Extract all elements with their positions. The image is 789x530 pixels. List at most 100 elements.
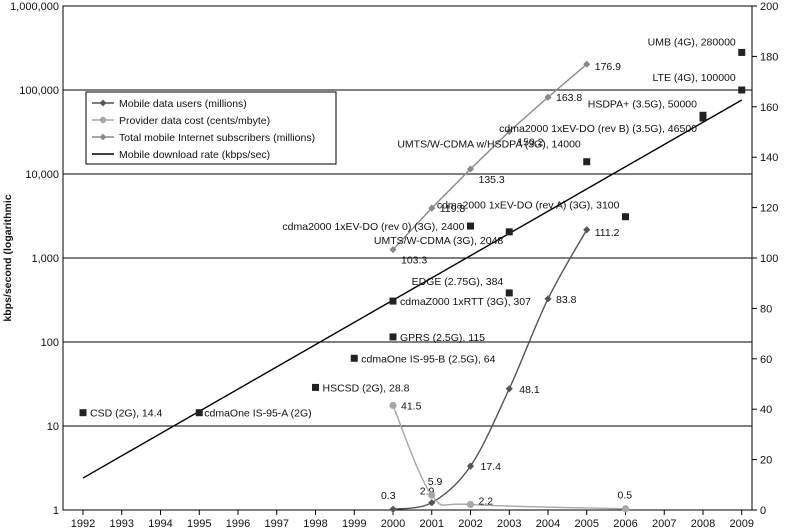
x-tick-label: 2002: [458, 518, 482, 530]
x-tick-label: 1994: [148, 518, 172, 530]
x-tick-label: 1995: [187, 518, 211, 530]
right-tick-label: 60: [760, 354, 772, 366]
technology-marker: [350, 354, 358, 362]
legend-swatch-marker: [99, 116, 107, 124]
technology-marker: [195, 409, 203, 417]
data-label-internet_subs: 103.3: [401, 255, 427, 267]
left-tick-label: 100: [41, 337, 59, 349]
technology-label: HSDPA+ (3.5G), 50000: [588, 98, 697, 110]
x-tick-label: 2001: [420, 518, 444, 530]
right-tick-label: 80: [760, 303, 772, 315]
right-tick-label: 0: [760, 505, 766, 517]
right-tick-label: 120: [760, 203, 778, 215]
right-tick-label: 160: [760, 102, 778, 114]
x-tick-label: 2006: [613, 518, 637, 530]
data-point-data_cost: [466, 500, 475, 509]
series-line-download_rate: [82, 99, 743, 479]
data-point-data_cost: [621, 505, 630, 513]
data-point-internet_subs: [583, 60, 591, 68]
data-label-mobile_users: 48.1: [519, 384, 540, 396]
left-tick-label: 10: [47, 421, 59, 433]
data-point-mobile_users: [505, 385, 513, 393]
technology-label: cdmaOne IS-95-A (2G): [204, 408, 311, 420]
technology-label: LTE (4G), 100000: [652, 72, 735, 84]
legend-entry-label: Mobile data users (millions): [119, 98, 247, 110]
data-point-mobile_users: [466, 462, 475, 470]
data-label-mobile_users: 111.2: [595, 227, 620, 239]
legend-entry-label: Provider data cost (cents/mbyte): [119, 115, 270, 127]
technology-label: UMTS/W-CDMA w/HSDPA (3G), 14000: [397, 139, 581, 151]
data-label-internet_subs: 135.3: [479, 174, 505, 186]
data-point-internet_subs: [544, 93, 552, 101]
series-line-data_cost: [392, 405, 626, 510]
legend-swatch-marker: [99, 99, 107, 107]
technology-label: UMTS/W-CDMA (3G), 2048: [374, 235, 503, 247]
data-point-internet_subs: [389, 246, 397, 254]
technology-marker: [738, 86, 746, 94]
y-axis-label: kbps/second (logarithmic: [2, 194, 14, 321]
technology-label: HSCSD (2G), 28.8: [323, 382, 410, 394]
technology-marker: [622, 213, 629, 221]
technology-label: cdma2000 1xEV-DO (rev 0) (3G), 2400: [282, 221, 464, 233]
x-tick-label: 1997: [265, 518, 289, 530]
x-tick-label: 2005: [575, 518, 599, 530]
technology-marker: [389, 333, 397, 341]
technology-marker: [738, 48, 746, 56]
legend-entry-label: Mobile download rate (kbps/sec): [119, 149, 270, 161]
right-tick-label: 40: [760, 404, 772, 416]
x-tick-label: 2008: [691, 518, 715, 530]
data-label-mobile_users: 0.3: [381, 490, 396, 502]
left-tick-label: 1: [53, 505, 59, 517]
technology-marker: [389, 297, 397, 305]
data-label-data_cost: 5.9: [428, 476, 443, 488]
x-tick-label: 2003: [497, 518, 521, 530]
left-axis-ticks: 1 10 100 1,000 10,000 100,000 1,000,000: [10, 1, 59, 517]
right-axis-ticks: 0 20 40 60 80 100 120 140 160 180 200: [752, 1, 778, 517]
data-point-internet_subs: [466, 165, 475, 173]
x-tick-label: 1998: [303, 518, 327, 530]
technology-marker: [699, 111, 707, 119]
technology-label: cdmaOne IS-95-B (2.5G), 64: [361, 353, 495, 365]
x-tick-label: 2004: [536, 518, 560, 530]
technology-marker: [467, 222, 474, 230]
right-tick-label: 140: [760, 152, 778, 164]
technology-label: cdmaZ000 1xRTT (3G), 307: [400, 296, 531, 308]
x-tick-label: 1992: [71, 518, 95, 530]
x-tick-label: 1996: [226, 518, 250, 530]
x-axis-ticks: 1992 1993 1994 1995 1996 1997 1998 1999 2000 2001…: [71, 510, 754, 530]
series-line-internet_subs: [392, 63, 588, 251]
right-tick-label: 180: [760, 51, 778, 63]
data-label-internet_subs: 150.2: [517, 136, 543, 148]
technology-label: GPRS (2.5G), 115: [400, 332, 485, 344]
technology-label: cdma2000 1xEV-DO (rev B) (3.5G), 46500: [499, 123, 697, 135]
legend-entry-label: Total mobile Internet subscribers (milli…: [119, 132, 315, 144]
data-label-mobile_users: 83.8: [556, 294, 577, 306]
legend: Mobile data users (millions) Provider dat…: [85, 91, 337, 165]
technology-label: EDGE (2.75G), 384: [412, 276, 504, 288]
data-point-data_cost: [389, 401, 397, 410]
x-tick-label: 1999: [342, 518, 366, 530]
technology-marker: [505, 228, 513, 236]
x-tick-label: 2009: [730, 518, 754, 530]
data-label-data_cost: 41.5: [401, 400, 422, 412]
right-tick-label: 20: [760, 455, 772, 467]
left-tick-label: 100,000: [19, 85, 59, 97]
data-label-data_cost: 0.5: [618, 490, 633, 502]
data-label-data_cost: 2.2: [479, 495, 494, 507]
technology-label: cdma2000 1xEV-DO (rev A) (3G), 3100: [437, 200, 620, 212]
technology-marker: [583, 158, 591, 166]
data-label-mobile_users: 17.4: [481, 461, 502, 473]
legend-swatch-marker: [99, 133, 107, 141]
data-point-mobile_users: [389, 505, 397, 513]
technology-markers: CSD (2G), 14.4 cdmaOne IS-95-A (2G) HSCSD …: [79, 36, 746, 420]
x-tick-label: 2000: [381, 518, 405, 530]
x-tick-label: 2007: [652, 518, 676, 530]
technology-label: CSD (2G), 14.4: [90, 408, 163, 420]
technology-marker: [79, 409, 87, 417]
left-tick-label: 10,000: [25, 169, 59, 181]
data-label-internet_subs: 176.9: [595, 61, 621, 73]
left-tick-label: 1,000,000: [10, 1, 59, 13]
data-point-internet_subs: [428, 204, 436, 212]
